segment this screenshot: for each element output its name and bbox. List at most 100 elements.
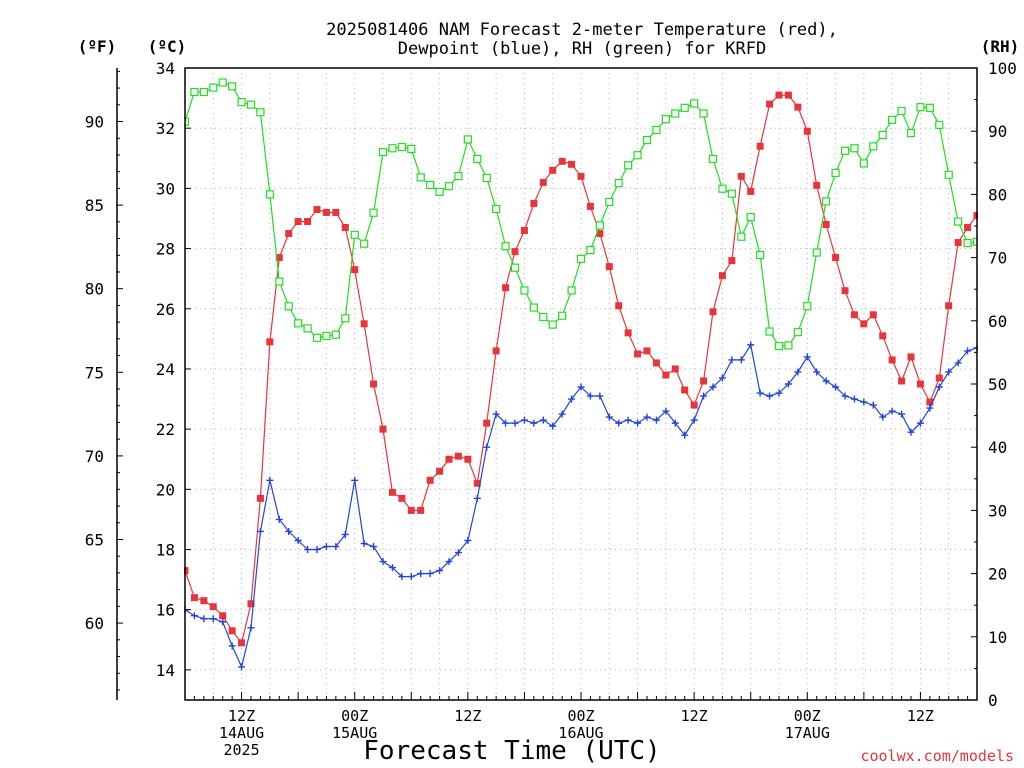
dewpoint-point	[945, 368, 953, 376]
temperature-point	[370, 380, 378, 388]
temperature-point	[973, 211, 978, 219]
dewpoint-point	[926, 404, 934, 412]
rh-point	[246, 100, 256, 109]
rh-tick-label: 60	[988, 312, 1007, 331]
rh-point	[708, 154, 718, 164]
temperature-point	[652, 359, 660, 367]
celsius-tick-label: 14	[156, 661, 175, 680]
rh-point	[558, 311, 567, 320]
temperature-point	[662, 371, 670, 379]
rh-point	[265, 190, 274, 199]
temperature-point	[634, 350, 642, 358]
temperature-point	[360, 320, 368, 328]
rh-point	[360, 239, 369, 248]
rh-point	[341, 314, 350, 323]
rh-point	[756, 250, 765, 260]
dewpoint-point	[313, 546, 321, 554]
rh-point	[718, 184, 727, 193]
temperature-point	[200, 597, 208, 605]
credit-label: coolwx.com/models	[860, 747, 1014, 765]
rh-point	[548, 320, 557, 329]
temperature-point	[530, 199, 538, 207]
rh-point	[435, 187, 444, 196]
dewpoint-point	[407, 573, 415, 581]
rh-point	[793, 328, 802, 337]
temperature-point	[756, 142, 764, 150]
rh-point	[322, 331, 331, 341]
temperature-point	[549, 166, 557, 174]
rh-point	[859, 159, 868, 168]
rh-point	[925, 103, 934, 112]
rh-tick-label: 100	[988, 59, 1017, 78]
rh-tick-label: 20	[988, 565, 1007, 584]
dewpoint-point	[511, 419, 519, 427]
fahrenheit-tick-label: 90	[85, 113, 104, 132]
temperature-point	[803, 127, 811, 135]
temperature-point	[794, 103, 802, 111]
celsius-tick-label: 16	[156, 601, 175, 620]
series-rh	[184, 78, 978, 351]
dewpoint-point	[954, 359, 962, 367]
fahrenheit-tick-label: 75	[85, 363, 104, 382]
rh-point	[831, 168, 840, 178]
temperature-point	[964, 224, 972, 232]
temperature-point	[907, 353, 915, 361]
temperature-point	[747, 187, 755, 195]
dewpoint-point	[304, 546, 312, 554]
x-tick-label: 12Z	[907, 707, 934, 725]
dewpoint-point	[379, 558, 387, 566]
rh-point	[463, 135, 472, 144]
rh-point	[878, 130, 887, 140]
temperature-point	[737, 172, 745, 180]
rh-point	[539, 312, 548, 322]
rh-point	[284, 302, 293, 311]
dewpoint-point	[275, 515, 283, 523]
dewpoint-point	[530, 419, 538, 427]
temperature-point	[483, 419, 491, 427]
dewpoint-point	[502, 419, 510, 427]
temperature-point	[464, 455, 472, 463]
temperature-point	[285, 230, 293, 238]
temperature-point	[407, 506, 415, 514]
temperature-point	[275, 254, 283, 262]
dewpoint-point	[256, 527, 264, 535]
temperature-point	[832, 254, 840, 262]
temperature-point	[728, 257, 736, 265]
dewpoint-point	[558, 410, 566, 418]
rh-point	[680, 103, 689, 112]
temperature-point	[332, 208, 340, 216]
rh-point	[746, 213, 755, 222]
dewpoint-point	[417, 570, 425, 578]
dewpoint-point	[398, 573, 406, 581]
dewpoint-point	[756, 389, 764, 397]
rh-point	[737, 232, 746, 241]
rh-point	[237, 98, 246, 107]
dewpoint-point	[247, 624, 255, 632]
rh-point	[812, 248, 821, 257]
temperature-point	[841, 287, 849, 295]
temperature-point	[935, 374, 943, 382]
rh-point	[473, 154, 482, 164]
chart-title-line-2: Dewpoint (blue), RH (green) for KRFD	[398, 39, 766, 59]
dewpoint-point	[209, 615, 217, 623]
temperature-point	[256, 494, 264, 502]
dewpoint-point	[662, 407, 670, 415]
dewpoint-point	[690, 416, 698, 424]
temperature-point	[398, 494, 406, 502]
temperature-point	[850, 311, 858, 319]
rh-tick-label: 30	[988, 501, 1007, 520]
temperature-point	[417, 506, 425, 514]
fahrenheit-tick-label: 65	[85, 530, 104, 549]
dewpoint-point	[615, 419, 623, 427]
rh-tick-label: 80	[988, 185, 1007, 204]
rh-point	[916, 103, 925, 112]
rh-point	[850, 144, 859, 153]
fahrenheit-tick-label: 85	[85, 196, 104, 215]
dewpoint-point	[671, 419, 679, 427]
rh-point	[228, 82, 237, 91]
dewpoint-point	[351, 476, 359, 484]
temperature-point	[304, 217, 312, 225]
dewpoint-point	[266, 476, 274, 484]
rh-point	[426, 180, 435, 190]
rh-point	[944, 170, 953, 179]
